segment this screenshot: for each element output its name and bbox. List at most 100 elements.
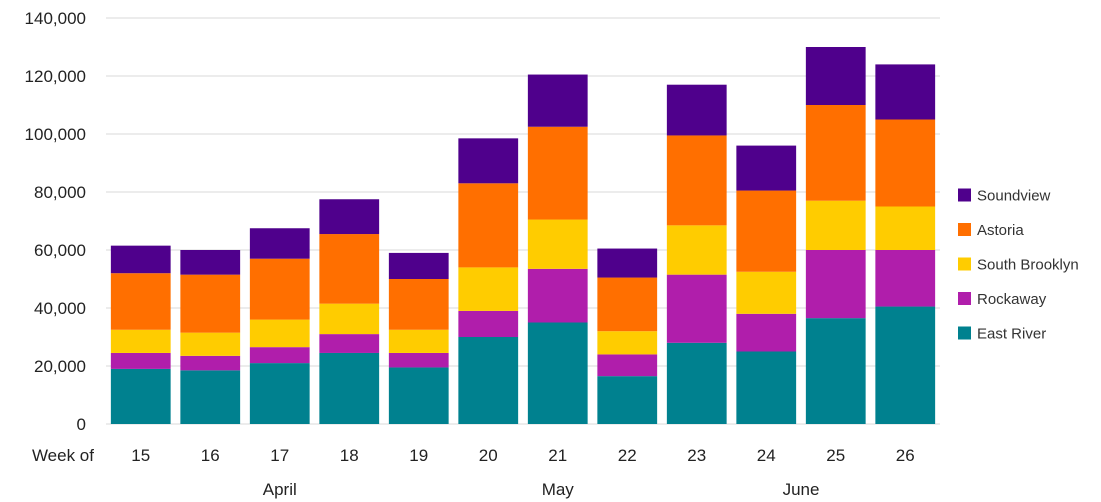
bar-segment: [180, 370, 241, 424]
x-tick-label: 25: [826, 446, 845, 465]
bar-segment: [805, 318, 866, 424]
bar-segment: [319, 352, 380, 424]
x-tick-label: 21: [548, 446, 567, 465]
bar-segment: [180, 250, 241, 275]
x-tick-label: 23: [687, 446, 706, 465]
bar-segment: [388, 252, 449, 279]
bar-segment: [666, 135, 727, 226]
bar-segment: [110, 329, 171, 353]
bar-segment: [458, 183, 519, 268]
bar-segment: [110, 245, 171, 274]
bar-segment: [805, 250, 866, 319]
bar-segment: [666, 274, 727, 343]
bar-segment: [597, 376, 658, 424]
y-tick-label: 60,000: [34, 241, 86, 260]
legend-label: Rockaway: [977, 291, 1047, 308]
x-tick-label: 20: [479, 446, 498, 465]
bar-segment: [249, 228, 310, 259]
bar-segment: [319, 334, 380, 353]
bar-segment: [458, 267, 519, 311]
bar-segment: [110, 368, 171, 424]
y-tick-label: 120,000: [25, 67, 86, 86]
x-axis-prefix-label: Week of: [32, 446, 94, 465]
bar-segment: [805, 47, 866, 105]
bar-segment: [180, 355, 241, 371]
legend-label: Soundview: [977, 188, 1051, 205]
legend-label: East River: [977, 326, 1046, 343]
bar-segment: [249, 319, 310, 348]
bar-segment: [458, 337, 519, 424]
bar-segment: [388, 329, 449, 353]
bar-segment: [180, 332, 241, 356]
bars: [110, 47, 936, 424]
bar-segment: [736, 145, 797, 191]
x-tick-label: 18: [340, 446, 359, 465]
bar-segment: [110, 352, 171, 369]
bar-segment: [875, 206, 936, 250]
bar-segment: [249, 347, 310, 364]
legend-label: Astoria: [977, 222, 1024, 239]
x-tick-label: 22: [618, 446, 637, 465]
bar-segment: [388, 352, 449, 368]
month-label: May: [542, 480, 575, 499]
bar-segment: [597, 331, 658, 355]
y-axis: 0 20,000 40,000 60,000 80,000 100,000 120,000 1…: [25, 9, 86, 434]
legend-swatch: [958, 223, 971, 236]
bar-segment: [110, 273, 171, 330]
y-tick-label: 0: [77, 415, 86, 434]
legend-swatch: [958, 188, 971, 202]
bar-segment: [736, 313, 797, 352]
x-tick-label: 19: [409, 446, 428, 465]
bar-segment: [875, 64, 936, 120]
bar-segment: [249, 258, 310, 320]
y-tick-label: 140,000: [25, 9, 86, 28]
legend-label: South Brooklyn: [977, 257, 1079, 274]
bar-segment: [527, 322, 588, 424]
x-axis: Week of 15 16 17 18 19 20 21 22 23 24 25 26: [32, 446, 915, 465]
bar-segment: [319, 303, 380, 335]
bar-segment: [458, 138, 519, 184]
bar-segment: [805, 105, 866, 201]
bar-segment: [388, 367, 449, 424]
x-tick-label: 16: [201, 446, 220, 465]
y-tick-label: 100,000: [25, 125, 86, 144]
bar-segment: [249, 363, 310, 424]
bar-segment: [319, 199, 380, 235]
bar-segment: [805, 200, 866, 250]
bar-segment: [527, 268, 588, 323]
y-tick-label: 80,000: [34, 183, 86, 202]
y-tick-label: 40,000: [34, 299, 86, 318]
legend-swatch: [958, 326, 971, 340]
bar-segment: [875, 119, 936, 207]
legend: Soundview Astoria South Brooklyn Rockaway Ea…: [958, 188, 1079, 343]
bar-segment: [666, 342, 727, 424]
bar-segment: [875, 306, 936, 424]
month-label: April: [263, 480, 297, 499]
legend-swatch: [958, 257, 971, 271]
gridlines: [106, 17, 940, 425]
bar-segment: [597, 248, 658, 278]
y-tick-label: 20,000: [34, 357, 86, 376]
x-tick-label: 15: [131, 446, 150, 465]
bar-segment: [180, 274, 241, 333]
bar-segment: [527, 126, 588, 220]
month-label: June: [783, 480, 820, 499]
bar-segment: [597, 354, 658, 377]
bar-segment: [388, 279, 449, 330]
x-tick-label: 24: [757, 446, 776, 465]
bar-segment: [875, 250, 936, 307]
bar-segment: [666, 84, 727, 136]
month-labels: April May June: [263, 480, 820, 499]
bar-segment: [458, 310, 519, 337]
bar-segment: [666, 225, 727, 275]
bar-segment: [319, 234, 380, 304]
legend-swatch: [958, 292, 971, 305]
x-tick-label: 26: [896, 446, 915, 465]
bar-segment: [527, 219, 588, 269]
bar-segment: [736, 351, 797, 424]
bar-segment: [597, 277, 658, 332]
bar-segment: [736, 190, 797, 272]
bar-segment: [736, 271, 797, 314]
x-tick-label: 17: [270, 446, 289, 465]
